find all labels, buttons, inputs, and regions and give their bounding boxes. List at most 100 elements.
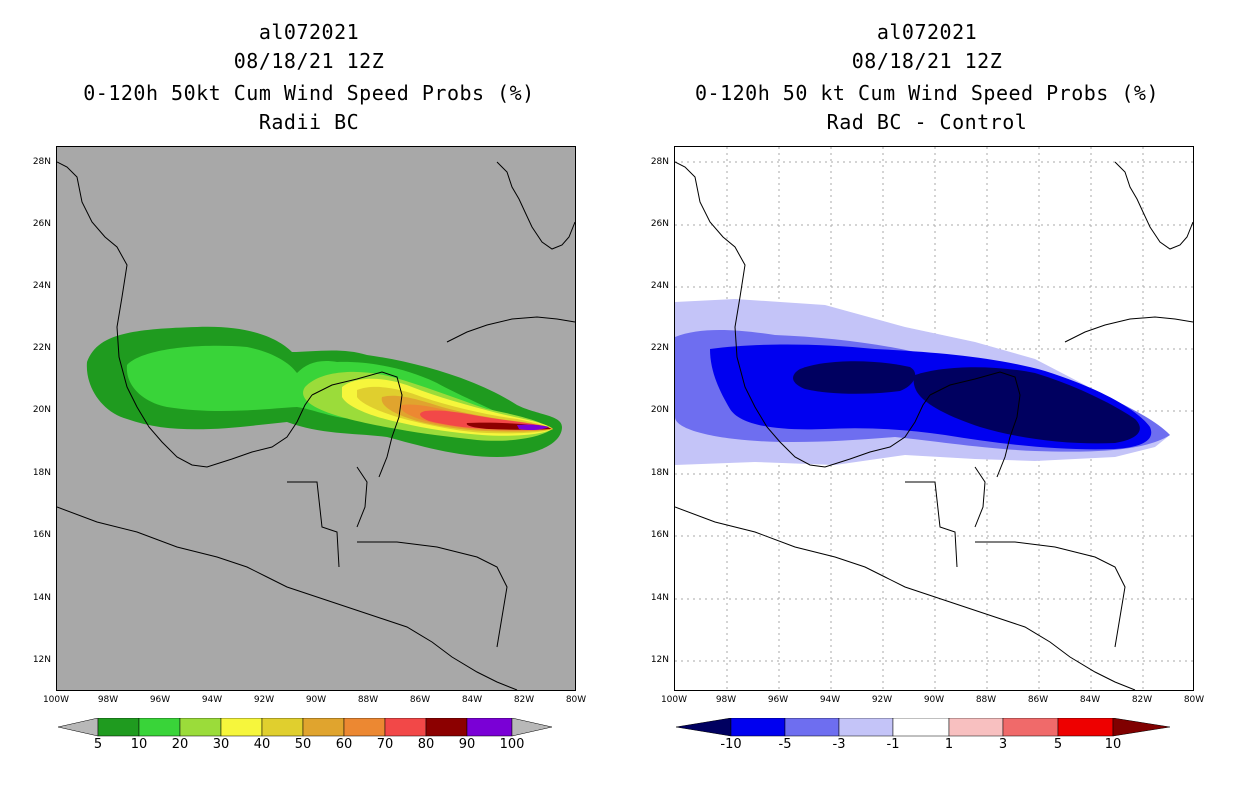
belize-coast: [974, 466, 986, 528]
lat-label: 12N: [32, 655, 51, 665]
right-colorbar: [676, 718, 1171, 737]
lon-label: 92W: [871, 695, 893, 705]
lon-label: 94W: [819, 695, 841, 705]
diff-band-minus10b: [913, 367, 1140, 444]
colorbar-swatch: [179, 718, 222, 737]
lat-label: 12N: [650, 655, 669, 665]
colorbar-label: 10: [1104, 737, 1122, 752]
colorbar-label: 1: [944, 737, 954, 752]
product-name: 0-120h 50 kt Cum Wind Speed Probs (%): [694, 81, 1160, 105]
coastlines: [675, 161, 1193, 690]
lon-label: 86W: [1027, 695, 1049, 705]
lon-label: 90W: [305, 695, 327, 705]
experiment-name: Radii BC: [258, 110, 360, 134]
lon-label: 98W: [715, 695, 737, 705]
prob-swath: [86, 326, 563, 457]
colorbar-label: 5: [93, 737, 103, 752]
colorbar-swatch: [425, 718, 468, 737]
colorbar-swatch: [784, 718, 840, 737]
colorbar-swatch: [261, 718, 304, 737]
colorbar-swatch: [343, 718, 386, 737]
lat-label: 26N: [32, 219, 51, 229]
colorbar-high-arrow: [1112, 718, 1171, 737]
colorbar-label: -3: [832, 737, 846, 752]
right-title: al072021 08/18/21 12Z 0-120h 50 kt Cum W…: [667, 18, 1187, 137]
lon-label: 84W: [461, 695, 483, 705]
colorbar-label: 70: [376, 737, 394, 752]
right-map: [674, 146, 1194, 691]
left-colorbar: [58, 718, 553, 737]
colorbar-label: 5: [1053, 737, 1063, 752]
lon-label: 88W: [975, 695, 997, 705]
colorbar-label: 50: [294, 737, 312, 752]
left-map: [56, 146, 576, 691]
lon-label: 80W: [1183, 695, 1205, 705]
colorbar-label: -10: [720, 737, 742, 752]
colorbar-swatch: [97, 718, 140, 737]
lat-label: 16N: [650, 530, 669, 540]
colorbar-swatch: [138, 718, 181, 737]
storm-id: al072021: [258, 20, 360, 44]
lat-label: 14N: [650, 593, 669, 603]
colorbar-label: -1: [886, 737, 900, 752]
colorbar-swatch: [466, 718, 513, 737]
forecast-time: 08/18/21 12Z: [851, 49, 1003, 73]
lon-label: 96W: [767, 695, 789, 705]
lon-label: 100W: [42, 695, 70, 705]
cuba-coast: [446, 316, 575, 343]
lat-label: 14N: [32, 593, 51, 603]
guatemala-border: [287, 481, 340, 568]
colorbar-label: -5: [778, 737, 792, 752]
experiment-name: Rad BC - Control: [826, 110, 1028, 134]
yucatan-coast: [311, 371, 403, 478]
prob-band-90: [517, 424, 549, 431]
lon-label: 98W: [97, 695, 119, 705]
florida-coast: [1114, 161, 1193, 250]
lon-label: 96W: [149, 695, 171, 705]
lat-label: 20N: [650, 405, 669, 415]
lat-label: 24N: [650, 281, 669, 291]
honduras-coast: [975, 541, 1126, 648]
colorbar-label: 60: [335, 737, 353, 752]
lon-label: 82W: [1131, 695, 1153, 705]
colorbar-swatch: [1057, 718, 1114, 737]
colorbar-swatch: [948, 718, 1004, 737]
lat-label: 28N: [32, 157, 51, 167]
lon-label: 84W: [1079, 695, 1101, 705]
us-gulf-coast: [57, 161, 313, 468]
colorbar-swatch: [302, 718, 345, 737]
storm-id: al072021: [876, 20, 978, 44]
diff-swath: [675, 299, 1170, 465]
colorbar-label: 80: [417, 737, 435, 752]
diff-band-minus10a: [793, 361, 916, 394]
colorbar-high-arrow: [511, 718, 553, 737]
lat-label: 26N: [650, 219, 669, 229]
colorbar-label: 100: [499, 737, 525, 752]
cuba-coast: [1064, 316, 1193, 343]
colorbar-label: 90: [458, 737, 476, 752]
colorbar-swatch: [384, 718, 427, 737]
lat-label: 24N: [32, 281, 51, 291]
colorbar-swatch: [220, 718, 263, 737]
lon-label: 94W: [201, 695, 223, 705]
lon-label: 100W: [660, 695, 688, 705]
lat-label: 18N: [32, 468, 51, 478]
us-gulf-coast: [675, 161, 931, 468]
colorbar-swatch: [1002, 718, 1059, 737]
central-america-coast: [675, 506, 1136, 690]
colorbar-label: 10: [130, 737, 148, 752]
colorbar-label: 40: [253, 737, 271, 752]
lon-label: 90W: [923, 695, 945, 705]
lon-label: 88W: [357, 695, 379, 705]
colorbar-label: 30: [212, 737, 230, 752]
belize-coast: [356, 466, 368, 528]
lon-label: 92W: [253, 695, 275, 705]
colorbar-low-arrow: [676, 718, 732, 737]
coastlines: [57, 161, 575, 690]
lat-label: 28N: [650, 157, 669, 167]
florida-coast: [496, 161, 575, 250]
left-title: al072021 08/18/21 12Z 0-120h 50kt Cum Wi…: [49, 18, 569, 137]
colorbar-label: 20: [171, 737, 189, 752]
lon-label: 80W: [565, 695, 587, 705]
lat-label: 16N: [32, 530, 51, 540]
